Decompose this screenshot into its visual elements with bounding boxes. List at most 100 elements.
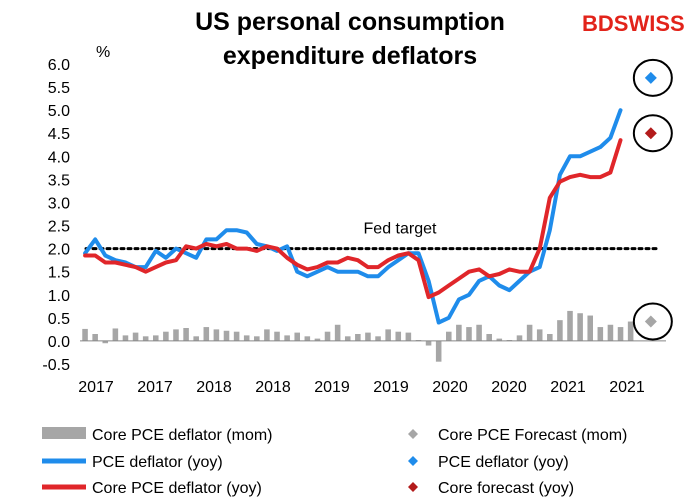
- core-pce-mom-bar: [243, 335, 250, 341]
- x-tick-labels: 2017 2017 2018 2018 2019 2019 2020 2020 2021 2021: [78, 379, 645, 396]
- legend-label: Core forecast (yoy): [438, 480, 574, 497]
- core-pce-mom-forecast-circle: [632, 302, 673, 341]
- core-pce-mom-bar: [173, 329, 179, 341]
- x-tick-label: 2018: [255, 379, 291, 396]
- core-pce-mom-bar: [334, 324, 341, 341]
- pce-yoy-forecast-marker: [644, 71, 657, 84]
- core-pce-mom-bar: [607, 324, 614, 341]
- legend-bar-swatch: [42, 427, 86, 439]
- core-pce-mom-bar: [587, 315, 594, 341]
- core-pce-mom-bar: [264, 329, 270, 341]
- core-pce-mom-bar: [395, 331, 402, 341]
- core-pce-mom-bar: [536, 329, 543, 341]
- core-pce-mom-bar: [122, 335, 129, 341]
- core-pce-mom-bar: [627, 321, 634, 341]
- core-pce-mom-bar: [435, 340, 442, 362]
- core-pce-mom-bar: [405, 332, 412, 341]
- brand-logo-part-1: BD: [582, 11, 614, 36]
- core-pce-mom-bar: [102, 340, 109, 344]
- chart-title-line-1: US personal consumption: [195, 8, 505, 36]
- core-pce-mom-bar: [617, 327, 624, 341]
- legend-diamond-swatch: [408, 482, 418, 492]
- core-pce-mom-bar: [284, 335, 290, 341]
- core-pce-mom-bar: [254, 336, 260, 341]
- core-pce-mom-bar: [516, 335, 523, 341]
- core-pce-mom-bar: [526, 324, 533, 341]
- y-tick-label: 0.5: [48, 311, 70, 328]
- y-tick-label: 5.5: [48, 80, 70, 97]
- core-pce-mom-bar: [445, 331, 452, 341]
- core-pce-mom-bar: [324, 331, 331, 341]
- core-pce-mom-bar: [112, 328, 119, 341]
- x-tick-label: 2017: [137, 379, 173, 396]
- legend-label: Core PCE Forecast (mom): [438, 427, 627, 444]
- core-pce-mom-bar: [163, 331, 169, 341]
- y-tick-label: 2.5: [48, 219, 70, 236]
- core-pce-mom-bar: [183, 328, 189, 341]
- series-lines: [83, 108, 623, 325]
- legend-diamond-swatch: [408, 429, 418, 439]
- y-axis-label: %: [96, 44, 110, 61]
- core-pce-mom-bar: [547, 334, 553, 341]
- y-tick-label: 0.0: [48, 334, 70, 351]
- y-tick-label: 5.0: [48, 103, 70, 120]
- brand-logo: BDSWISS: [582, 11, 685, 36]
- core-pce-mom-bar: [425, 340, 432, 346]
- core-pce-mom-bar: [274, 331, 280, 341]
- y-tick-label: 3.0: [48, 195, 70, 212]
- x-tick-label: 2018: [196, 379, 232, 396]
- forecast-markers: [632, 58, 673, 341]
- x-tick-label: 2019: [314, 379, 350, 396]
- core-pce-mom-bar: [233, 331, 240, 341]
- core-pce-mom-bar: [476, 324, 482, 341]
- pce-yoy-forecast-circle: [632, 58, 673, 97]
- core-pce-mom-bar: [314, 338, 321, 341]
- pce-yoy-line: [83, 108, 623, 325]
- core-pce-mom-bar: [466, 327, 472, 341]
- x-tick-label: 2021: [609, 379, 645, 396]
- fed-target-label: Fed target: [364, 221, 437, 238]
- x-tick-label: 2021: [550, 379, 586, 396]
- core-pce-mom-bar: [597, 327, 604, 341]
- core-pce-yoy-line: [83, 138, 623, 300]
- chart-title-line-2: expenditure deflators: [223, 42, 477, 70]
- core-pce-mom-bar: [203, 327, 210, 341]
- legend-label: PCE deflator (yoy): [438, 454, 569, 471]
- y-tick-label: 1.5: [48, 265, 70, 282]
- core-pce-mom-bar: [496, 338, 503, 341]
- x-tick-label: 2020: [491, 379, 527, 396]
- core-pce-mom-bar: [456, 324, 462, 341]
- core-pce-mom-bar: [365, 332, 371, 341]
- y-tick-label: 2.0: [48, 242, 70, 259]
- legend-label: PCE deflator (yoy): [92, 454, 223, 471]
- core-pce-mom-bar: [355, 334, 361, 341]
- core-pce-mom-bar: [213, 329, 220, 341]
- core-pce-mom-bar: [132, 332, 139, 341]
- core-pce-mom-bar: [567, 310, 573, 341]
- core-pce-mom-bar: [82, 328, 88, 341]
- x-tick-label: 2017: [78, 379, 114, 396]
- core-pce-mom-bar: [557, 320, 563, 341]
- brand-logo-part-2: SWISS: [614, 11, 685, 36]
- core-pce-mom-bar: [152, 335, 159, 341]
- core-yoy-forecast-circle: [632, 114, 673, 153]
- y-tick-label: 4.0: [48, 149, 70, 166]
- y-tick-label: 4.5: [48, 126, 70, 143]
- y-tick-label: 6.0: [48, 57, 70, 74]
- y-tick-label: 3.5: [48, 172, 70, 189]
- y-tick-labels: 6.0 5.5 5.0 4.5 4.0 3.5 3.0 2.5 2.0 1.5 1.0 0.5 0.0 -…: [42, 57, 70, 374]
- legend-label: Core PCE deflator (yoy): [92, 480, 262, 497]
- core-pce-mom-bar: [223, 330, 230, 341]
- core-pce-mom-bar: [375, 336, 381, 341]
- legend: Core PCE deflator (mom) Core PCE Forecast…: [42, 427, 627, 497]
- legend-label: Core PCE deflator (mom): [92, 427, 273, 444]
- core-pce-mom-bar: [486, 334, 492, 341]
- core-pce-mom-bar: [142, 336, 149, 341]
- core-pce-mom-bar: [344, 336, 351, 341]
- core-pce-mom-bar: [294, 332, 301, 341]
- core-pce-mom-bar: [193, 336, 199, 341]
- legend-diamond-swatch: [408, 456, 418, 466]
- core-pce-mom-bars: [82, 310, 634, 362]
- core-yoy-forecast-marker: [644, 127, 657, 140]
